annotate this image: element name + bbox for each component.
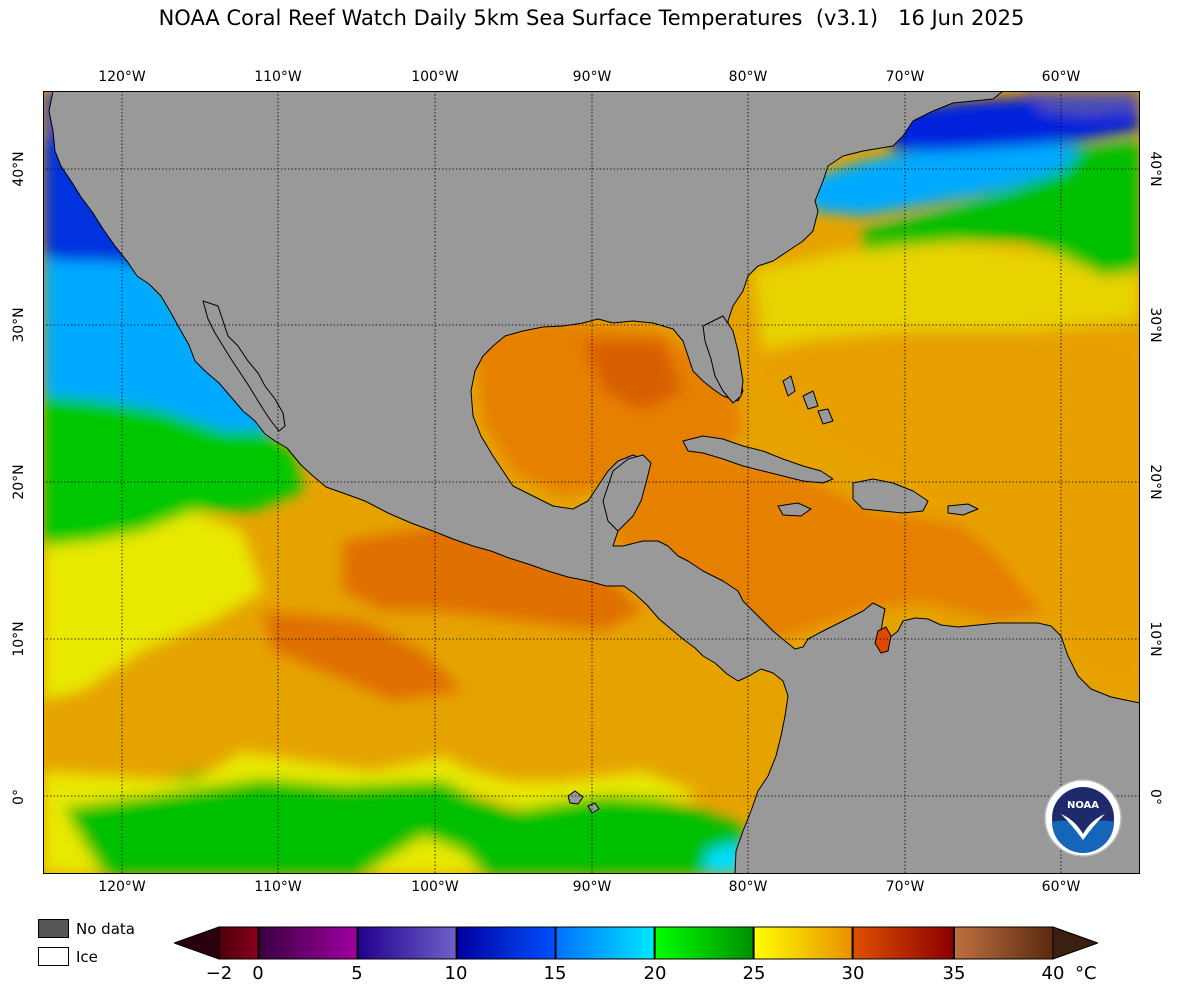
graticule (43, 91, 1140, 874)
colorbar-tick-label: 5 (351, 963, 363, 984)
land-puerto-rico (947, 503, 979, 516)
colorbar-dividers (257, 927, 955, 959)
land-mainland (48, 91, 1140, 874)
lat-label-right: 0° (1147, 789, 1163, 805)
land-bahamas (817, 408, 834, 425)
sst-hotspot-pacific (263, 611, 463, 701)
land-island-hot (874, 626, 892, 654)
sst-map: NOAA (43, 91, 1140, 874)
colorbar-over-arrow (1052, 926, 1098, 960)
colorbar-under-arrow (174, 926, 220, 960)
lat-label-right: 20°N (1147, 464, 1163, 500)
lon-label-bottom: 90°W (572, 879, 612, 895)
sst-field (43, 91, 1140, 874)
lat-label-right: 40°N (1147, 151, 1163, 187)
lon-label-top: 80°W (728, 69, 768, 85)
temperature-colorbar (174, 926, 1098, 960)
colorbar-tick-label: 35 (942, 963, 966, 984)
colorbar-unit: °C (1075, 963, 1097, 984)
colorbar-band (219, 927, 259, 959)
sst-band-atlantic-orange (743, 321, 1140, 691)
sst-hotspot-gulf-dark (583, 341, 683, 411)
land (48, 91, 1140, 874)
colorbar-band (456, 927, 556, 959)
lat-label-left: 30°N (11, 307, 27, 343)
colorbar-band (753, 927, 853, 959)
lon-label-top: 70°W (885, 69, 925, 85)
sst-hotspot-gulf (473, 321, 743, 496)
colorbar-band (555, 927, 655, 959)
colorbar-band (954, 927, 1053, 959)
land-galapagos (587, 802, 600, 814)
land-yucatan (602, 454, 652, 532)
colorbar-band (654, 927, 754, 959)
land-florida (702, 315, 744, 404)
lon-label-bottom: 80°W (728, 879, 768, 895)
land-baja-california (202, 300, 286, 432)
lat-label-left: 40°N (11, 151, 27, 187)
lat-label-right: 30°N (1147, 307, 1163, 343)
colorbar-band (852, 927, 954, 959)
sst-band-atlantic-cyan (803, 141, 1083, 216)
lon-label-top: 60°W (1041, 69, 1081, 85)
land-hispaniola (852, 478, 929, 514)
lat-label-left: 10°N (11, 621, 27, 657)
map-title: NOAA Coral Reef Watch Daily 5km Sea Surf… (0, 6, 1183, 30)
lon-label-bottom: 110°W (254, 879, 302, 895)
sst-band-south-cyan (703, 841, 743, 874)
noaa-logo-text: NOAA (1067, 800, 1099, 811)
sst-band-equatorial-green (43, 763, 743, 874)
ice-swatch (38, 947, 69, 966)
colorbar-band (357, 927, 457, 959)
land-jamaica (777, 502, 812, 517)
lon-label-bottom: 60°W (1041, 879, 1081, 895)
land-bahamas (782, 375, 796, 397)
sst-hotspot-pacific (343, 521, 643, 631)
colorbar-tick-label: 15 (543, 963, 567, 984)
lat-label-left: 0° (11, 789, 27, 805)
colorbar-tick-label: 30 (841, 963, 865, 984)
lon-label-top: 120°W (98, 69, 146, 85)
no-data-swatch (38, 919, 69, 938)
land-bahamas (802, 390, 819, 410)
ice-label: Ice (76, 948, 98, 966)
lon-label-top: 110°W (254, 69, 302, 85)
map-title-text: NOAA Coral Reef Watch Daily 5km Sea Surf… (158, 6, 879, 30)
no-data-label: No data (76, 920, 135, 938)
colorbar-tick-label: −2 (205, 963, 233, 984)
colorbar-bands (219, 927, 1053, 959)
colorbar-tick-label: 20 (643, 963, 667, 984)
colorbar-tick-label: 0 (252, 963, 264, 984)
sst-band-atlantic-green (863, 141, 1140, 276)
colorbar-frame (218, 926, 1054, 960)
lon-label-bottom: 70°W (885, 879, 925, 895)
map-frame (43, 91, 1140, 874)
land-cuba (682, 435, 834, 484)
sst-band-atlantic-yellow (753, 241, 1140, 351)
colorbar-tick-label: 25 (742, 963, 766, 984)
lat-label-left: 20°N (11, 464, 27, 500)
sst-band-equatorial-yellow (363, 836, 483, 874)
colorbar-band (258, 927, 358, 959)
colorbar-tick-label: 10 (444, 963, 468, 984)
sst-band-atlantic-purple (1023, 91, 1140, 116)
sst-band-equatorial-yellow (43, 791, 103, 874)
lat-label-right: 10°N (1147, 621, 1163, 657)
noaa-logo: NOAA (1044, 779, 1122, 857)
lon-label-top: 90°W (572, 69, 612, 85)
lon-label-bottom: 120°W (98, 879, 146, 895)
lon-label-top: 100°W (411, 69, 459, 85)
colorbar-tick-label: 40 (1041, 963, 1065, 984)
land-galapagos (567, 790, 584, 805)
lon-label-bottom: 100°W (411, 879, 459, 895)
map-date: 16 Jun 2025 (898, 6, 1025, 30)
sst-band-west-yellow (43, 511, 263, 701)
